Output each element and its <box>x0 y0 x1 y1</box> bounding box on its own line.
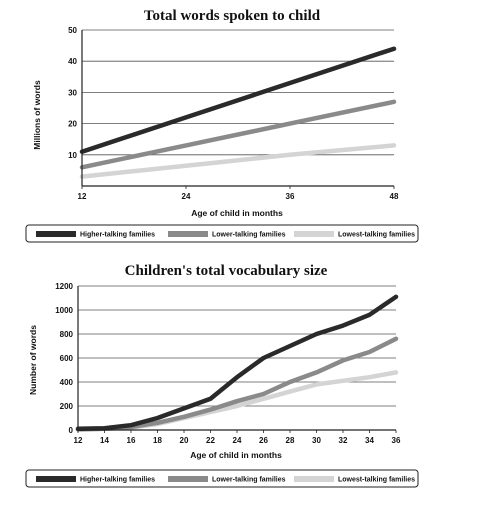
series-line <box>79 143 397 179</box>
x-tick-label: 32 <box>339 436 348 445</box>
y-tick-label: 1200 <box>55 282 73 291</box>
legend-label: Lowest-talking families <box>338 232 415 239</box>
chart-vocabulary-size: Children's total vocabulary size 0 200 400… <box>25 263 419 488</box>
x-tick-label: 14 <box>100 436 109 445</box>
x-tick-label: 30 <box>312 436 321 445</box>
x-tick-label: 20 <box>180 436 189 445</box>
y-tick-label: 10 <box>68 151 77 160</box>
x-tick-label: 18 <box>153 436 162 445</box>
chart-title: Total words spoken to child <box>144 8 321 24</box>
y-axis-label: Millions of words <box>32 80 42 150</box>
x-tick-label: 34 <box>365 436 374 445</box>
axes <box>81 30 395 189</box>
chart-total-words: Total words spoken to child 10 20 30 40 50 12… <box>25 8 419 243</box>
series-lines <box>79 46 397 179</box>
x-tick-label: 22 <box>206 436 215 445</box>
legend-label: Higher-talking families <box>80 477 155 484</box>
legend-label: Lower-talking families <box>212 477 286 484</box>
y-tick-label: 30 <box>68 88 77 97</box>
x-tick-label: 24 <box>233 436 242 445</box>
series-line <box>75 336 399 432</box>
y-tick-label: 1000 <box>55 306 73 315</box>
legend: Higher-talking families Lower-talking fa… <box>25 469 419 488</box>
x-tick-label: 16 <box>127 436 136 445</box>
y-tick-label: 40 <box>68 57 77 66</box>
x-tick-label: 48 <box>390 192 399 201</box>
y-tick-label: 600 <box>60 354 74 363</box>
tick-labels: 10 20 30 40 50 12 24 36 48 <box>68 26 399 201</box>
x-axis-label: Age of child in months <box>190 450 282 460</box>
series-lines <box>75 294 399 432</box>
tick-labels: 0 200 400 600 800 1000 1200 12 14 16 18 20 22 24 26 28 3… <box>55 282 401 445</box>
legend: Higher-talking families Lower-talking fa… <box>25 224 419 243</box>
x-tick-label: 36 <box>286 192 295 201</box>
legend-label: Lower-talking families <box>212 232 286 239</box>
legend-box <box>25 469 419 488</box>
series-line <box>79 99 397 170</box>
y-tick-label: 200 <box>60 402 74 411</box>
x-tick-label: 28 <box>286 436 295 445</box>
y-tick-label: 800 <box>60 330 74 339</box>
x-tick-label: 24 <box>182 192 191 201</box>
axes <box>77 286 397 433</box>
series-line <box>79 46 397 154</box>
gridlines <box>78 285 396 407</box>
series-line <box>75 294 399 432</box>
y-axis-label: Number of words <box>28 325 38 395</box>
x-tick-label: 26 <box>259 436 268 445</box>
legend-label: Higher-talking families <box>80 232 155 239</box>
gridlines <box>82 29 394 156</box>
y-tick-label: 20 <box>68 120 77 129</box>
x-tick-label: 12 <box>74 436 83 445</box>
x-tick-label: 36 <box>392 436 401 445</box>
chart-title: Children's total vocabulary size <box>125 263 328 279</box>
x-axis-label: Age of child in months <box>191 208 283 218</box>
y-tick-label: 50 <box>68 26 77 35</box>
legend-label: Lowest-talking families <box>338 477 415 484</box>
legend-box <box>25 224 419 243</box>
x-tick-label: 12 <box>78 192 87 201</box>
y-tick-label: 400 <box>60 378 74 387</box>
y-tick-label: 0 <box>69 426 74 435</box>
